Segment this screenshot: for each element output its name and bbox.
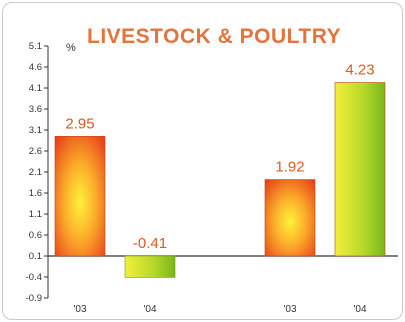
bar-chart: LIVESTOCK & POULTRY % 5.1 4.6 4.1 3.6 3.1 2.6… — [26, 25, 398, 315]
value-label: 2.95 — [65, 115, 94, 132]
y-axis: 5.1 4.6 4.1 3.6 3.1 2.6 2.1 1.6 1.1 0.6 0.1 -0.4 -0.… — [26, 41, 398, 304]
y-axis-unit-label: % — [66, 42, 76, 54]
chart-frame: LIVESTOCK & POULTRY % 5.1 4.6 4.1 3.6 3.1 2.6… — [2, 2, 403, 320]
y-tick-label: 4.6 — [29, 62, 42, 73]
category-label: '03 — [283, 304, 296, 315]
y-tick-label: 1.1 — [29, 209, 42, 220]
value-label: 1.92 — [275, 159, 304, 176]
y-tick-label: -0.9 — [26, 293, 42, 304]
value-labels: 2.95 -0.41 1.92 4.23 — [65, 62, 374, 252]
bars — [54, 82, 386, 278]
chart-title: LIVESTOCK & POULTRY — [87, 25, 341, 48]
category-label: '04 — [143, 304, 156, 315]
y-tick-label: 4.1 — [29, 83, 42, 94]
bar — [334, 82, 386, 257]
bar — [264, 179, 316, 257]
y-tick-label: 3.6 — [29, 104, 42, 115]
value-label: -0.41 — [133, 235, 167, 252]
bar — [54, 136, 106, 257]
category-label: '03 — [73, 304, 86, 315]
bar — [124, 255, 176, 278]
y-tick-label: 2.6 — [29, 146, 42, 157]
y-tick-label: 3.1 — [29, 125, 42, 136]
y-tick-label: 5.1 — [29, 41, 42, 52]
y-tick-label: 0.6 — [29, 230, 42, 241]
value-label: 4.23 — [345, 62, 374, 79]
y-tick-label: 0.1 — [29, 251, 42, 262]
x-axis-labels: '03 '04 '03 '04 — [73, 304, 366, 315]
category-label: '04 — [353, 304, 366, 315]
y-tick-label: 2.1 — [29, 167, 42, 178]
y-tick-label: 1.6 — [29, 188, 42, 199]
y-tick-label: -0.4 — [26, 272, 42, 283]
